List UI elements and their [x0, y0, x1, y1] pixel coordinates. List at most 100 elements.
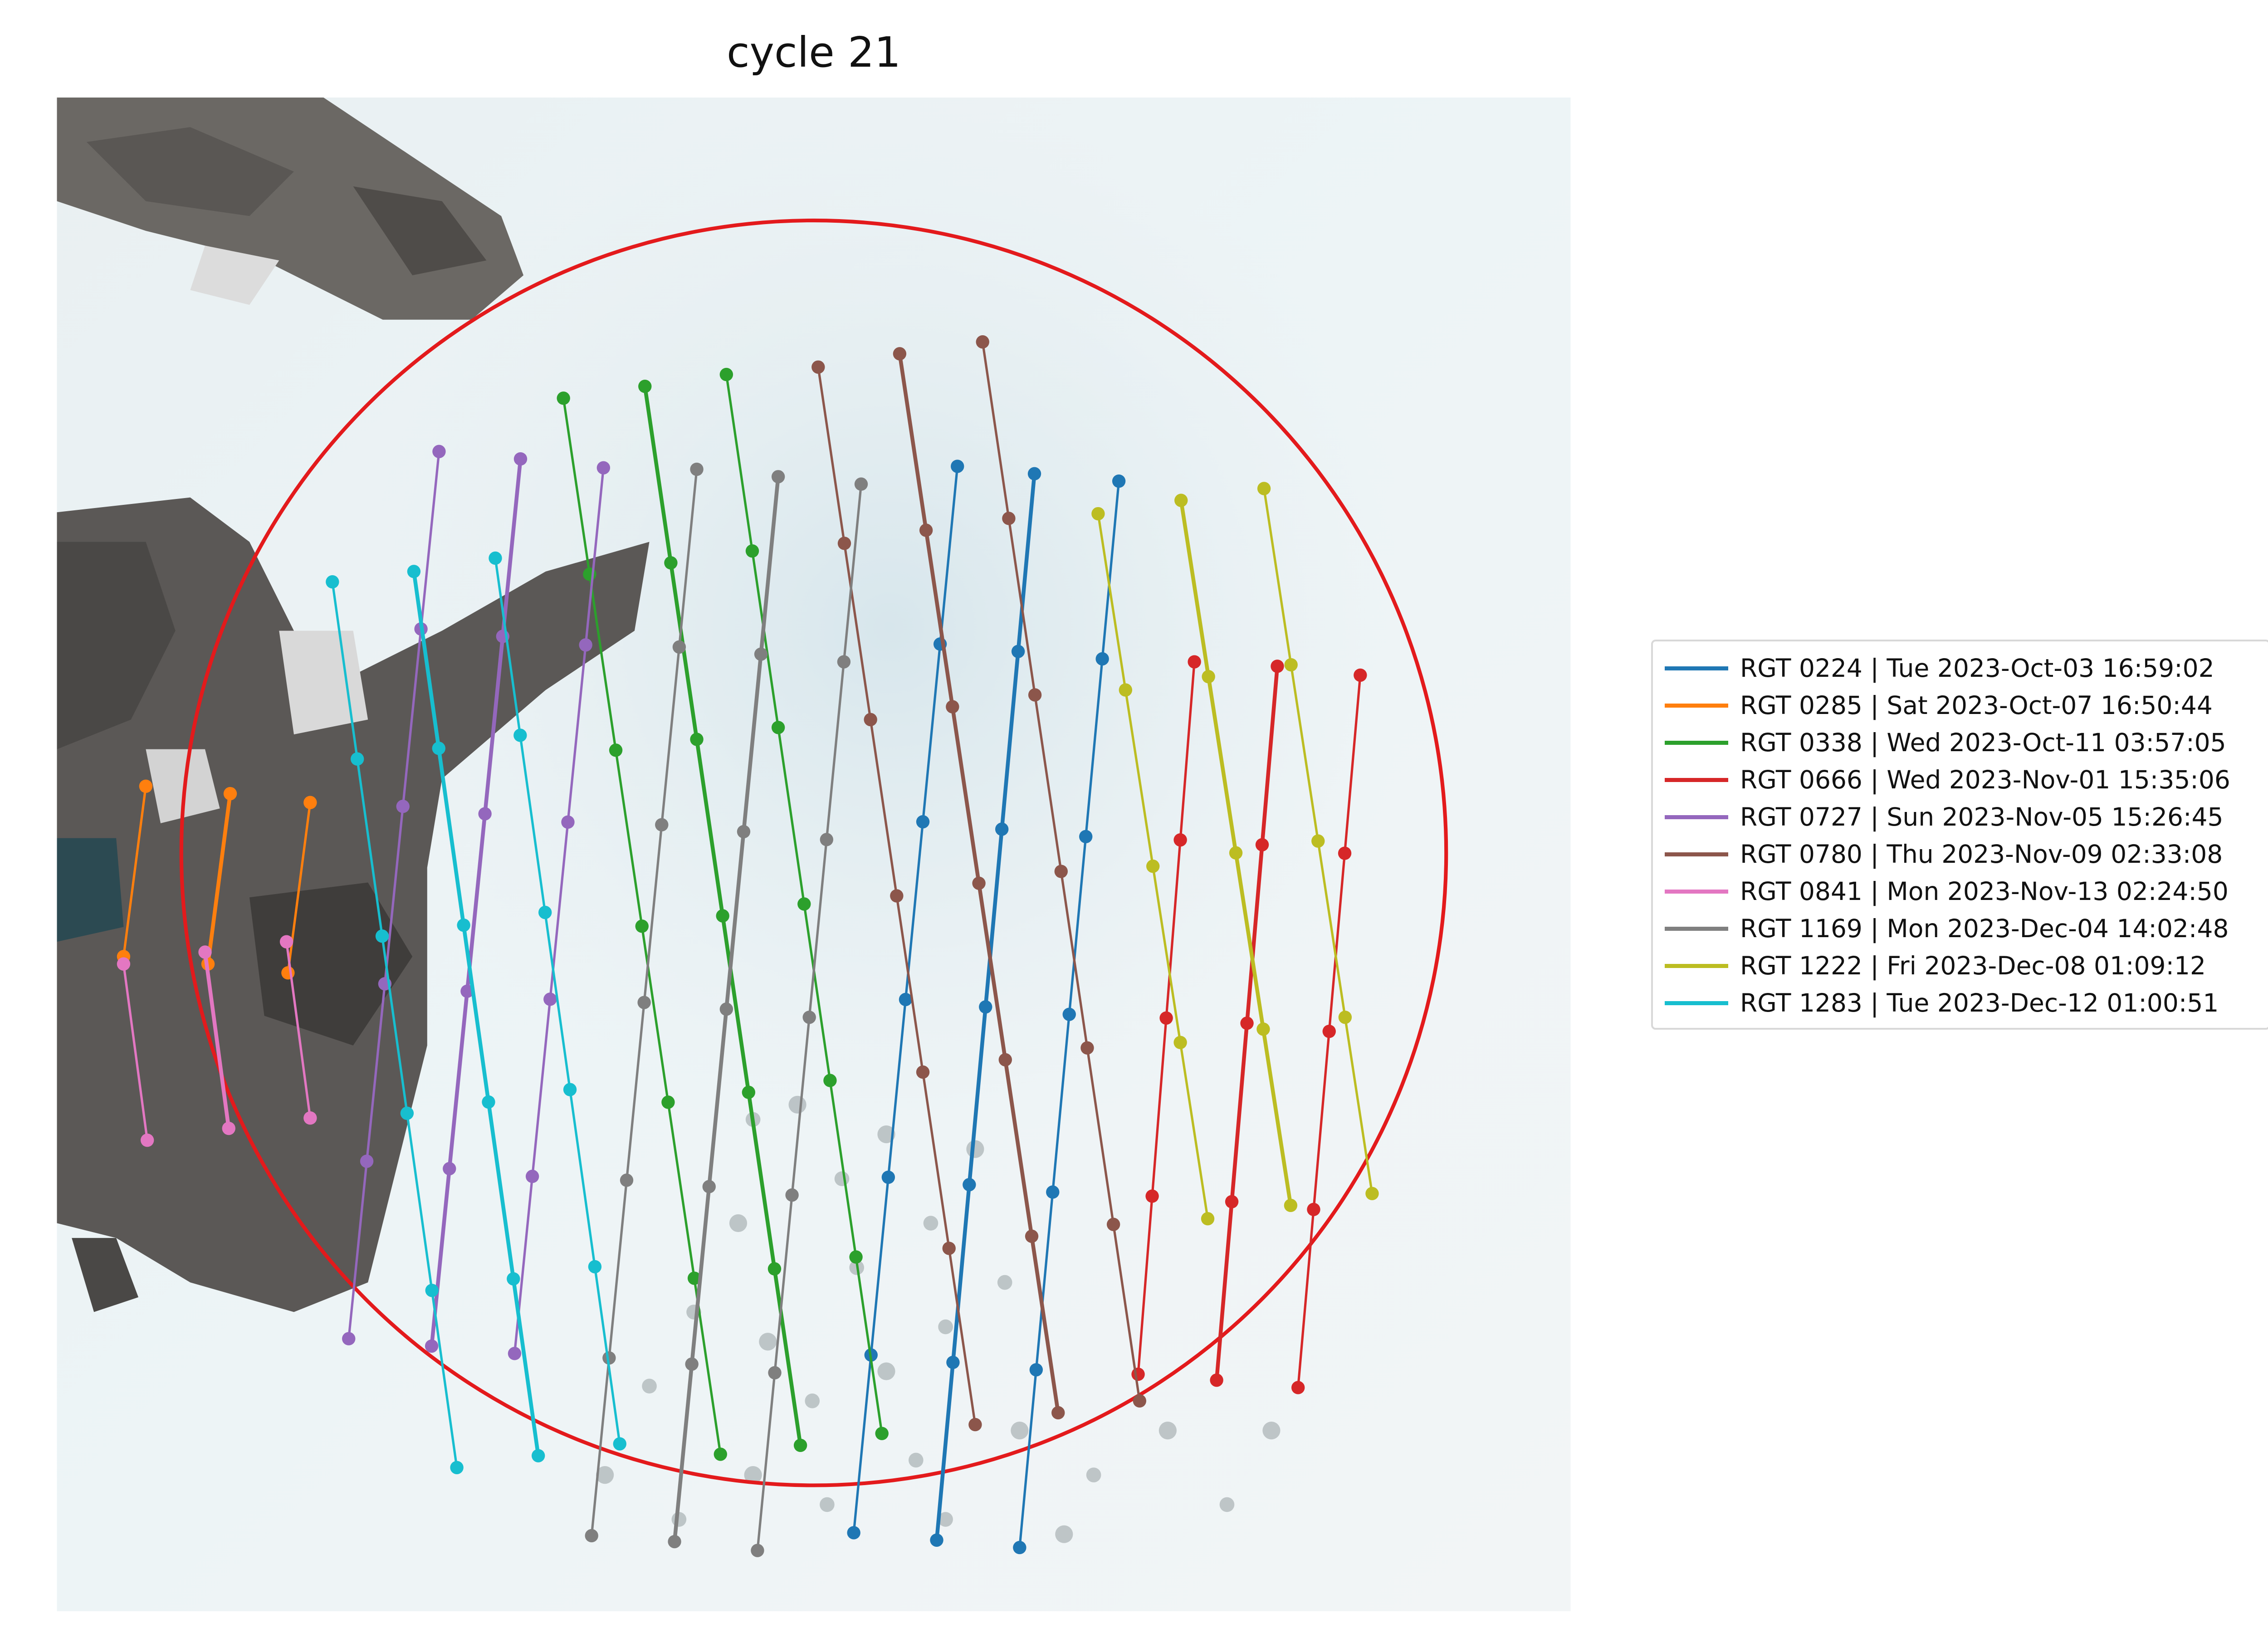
- track-point: [1079, 830, 1093, 844]
- track-group: [557, 367, 889, 1461]
- track-point: [893, 347, 907, 361]
- track-point: [963, 1178, 976, 1192]
- track-point: [482, 1095, 495, 1109]
- track-point: [1112, 474, 1126, 488]
- track-point: [1284, 658, 1298, 672]
- track-point: [432, 742, 445, 755]
- track-group: [847, 460, 1126, 1555]
- track-point: [637, 996, 651, 1009]
- track-point: [719, 1002, 733, 1016]
- track-point: [754, 647, 768, 661]
- track-beam-line: [206, 793, 232, 964]
- track-point: [946, 1355, 960, 1369]
- map-title: cycle 21: [726, 28, 901, 77]
- track-point: [360, 1154, 374, 1168]
- track-point: [538, 905, 552, 919]
- track-point: [702, 1180, 716, 1193]
- track-point: [1131, 1367, 1145, 1381]
- study-area-circle: [179, 218, 1448, 1487]
- legend-label: RGT 0666 | Wed 2023-Nov-01 15:35:06: [1740, 765, 2230, 794]
- track-point: [942, 1242, 956, 1255]
- legend-item: RGT 0727 | Sun 2023-Nov-05 15:26:45: [1665, 798, 2257, 836]
- track-beam-line: [430, 459, 523, 1346]
- track-point: [1027, 467, 1041, 481]
- track-point: [655, 818, 669, 831]
- track-point: [864, 713, 877, 727]
- legend-label: RGT 0224 | Tue 2023-Oct-03 16:59:02: [1740, 654, 2214, 683]
- track-point: [1159, 1011, 1173, 1025]
- track-point: [771, 470, 785, 484]
- track-point: [768, 1366, 782, 1380]
- track-point: [785, 1188, 799, 1202]
- track-point: [1095, 652, 1109, 666]
- track-point: [303, 1111, 317, 1125]
- track-point: [140, 1133, 154, 1147]
- track-point: [279, 935, 293, 949]
- track-point: [1028, 688, 1042, 702]
- track-point: [690, 462, 704, 476]
- track-point: [690, 733, 704, 746]
- track-point: [396, 800, 410, 813]
- track-point: [579, 638, 592, 652]
- track-point: [919, 523, 933, 537]
- legend-label: RGT 1169 | Mon 2023-Dec-04 14:02:48: [1740, 914, 2229, 943]
- track-point: [1256, 1022, 1270, 1036]
- legend-label: RGT 0841 | Mon 2023-Nov-13 02:24:50: [1740, 877, 2229, 906]
- track-beam-line: [203, 952, 231, 1129]
- track-point: [432, 445, 446, 459]
- track-point: [802, 1010, 816, 1024]
- track-point: [1188, 655, 1201, 669]
- track-point: [1062, 1007, 1076, 1021]
- track-point: [1307, 1203, 1320, 1217]
- track-point: [890, 889, 904, 903]
- track-point: [881, 1170, 895, 1184]
- legend-item: RGT 1283 | Tue 2023-Dec-12 01:00:51: [1665, 984, 2257, 1022]
- track-point: [916, 1065, 930, 1079]
- legend-label: RGT 0285 | Sat 2023-Oct-07 16:50:44: [1740, 691, 2213, 720]
- track-point: [596, 461, 611, 474]
- track-point: [508, 1347, 522, 1360]
- track-point: [951, 460, 964, 473]
- track-point: [1013, 1540, 1026, 1555]
- track-group: [1131, 655, 1367, 1394]
- track-point: [820, 833, 833, 846]
- legend-label: RGT 1222 | Fri 2023-Dec-08 01:09:12: [1740, 951, 2206, 980]
- track-point: [1002, 512, 1016, 525]
- legend-item: RGT 1169 | Mon 2023-Dec-04 14:02:48: [1665, 910, 2257, 947]
- track-point: [1025, 1229, 1039, 1243]
- track-beam-line: [412, 571, 540, 1456]
- track-point: [793, 1438, 807, 1452]
- legend-item: RGT 0780 | Thu 2023-Nov-09 02:33:08: [1665, 836, 2257, 873]
- satellite-background: [57, 98, 1571, 1611]
- track-point: [1338, 1010, 1352, 1024]
- track-point: [1338, 846, 1352, 860]
- track-point: [1354, 668, 1367, 682]
- track-point: [771, 721, 785, 734]
- track-point: [139, 779, 153, 793]
- track-group: [326, 551, 626, 1474]
- track-point: [767, 1262, 782, 1276]
- track-beam-line: [347, 451, 440, 1339]
- legend-label: RGT 0727 | Sun 2023-Nov-05 15:26:45: [1740, 802, 2224, 831]
- track-point: [1133, 1394, 1147, 1408]
- track-point: [1255, 838, 1269, 851]
- map-panel[interactable]: [57, 98, 1571, 1611]
- track-point: [223, 787, 237, 801]
- track-point: [117, 957, 131, 971]
- track-point: [916, 815, 930, 829]
- legend-swatch: [1665, 926, 1728, 931]
- track-point: [797, 897, 811, 911]
- track-point: [443, 1162, 456, 1176]
- track-beam-line: [122, 963, 149, 1141]
- track-point: [1271, 660, 1284, 673]
- track-beam-line: [122, 786, 147, 957]
- track-group: [1091, 482, 1379, 1226]
- track-point: [1311, 834, 1325, 848]
- track-point: [609, 743, 623, 757]
- track-point: [1210, 1373, 1223, 1387]
- track-point: [425, 1284, 439, 1297]
- track-point: [457, 918, 470, 932]
- track-point: [1011, 645, 1025, 658]
- track-point: [685, 1357, 699, 1371]
- track-point: [425, 1339, 439, 1353]
